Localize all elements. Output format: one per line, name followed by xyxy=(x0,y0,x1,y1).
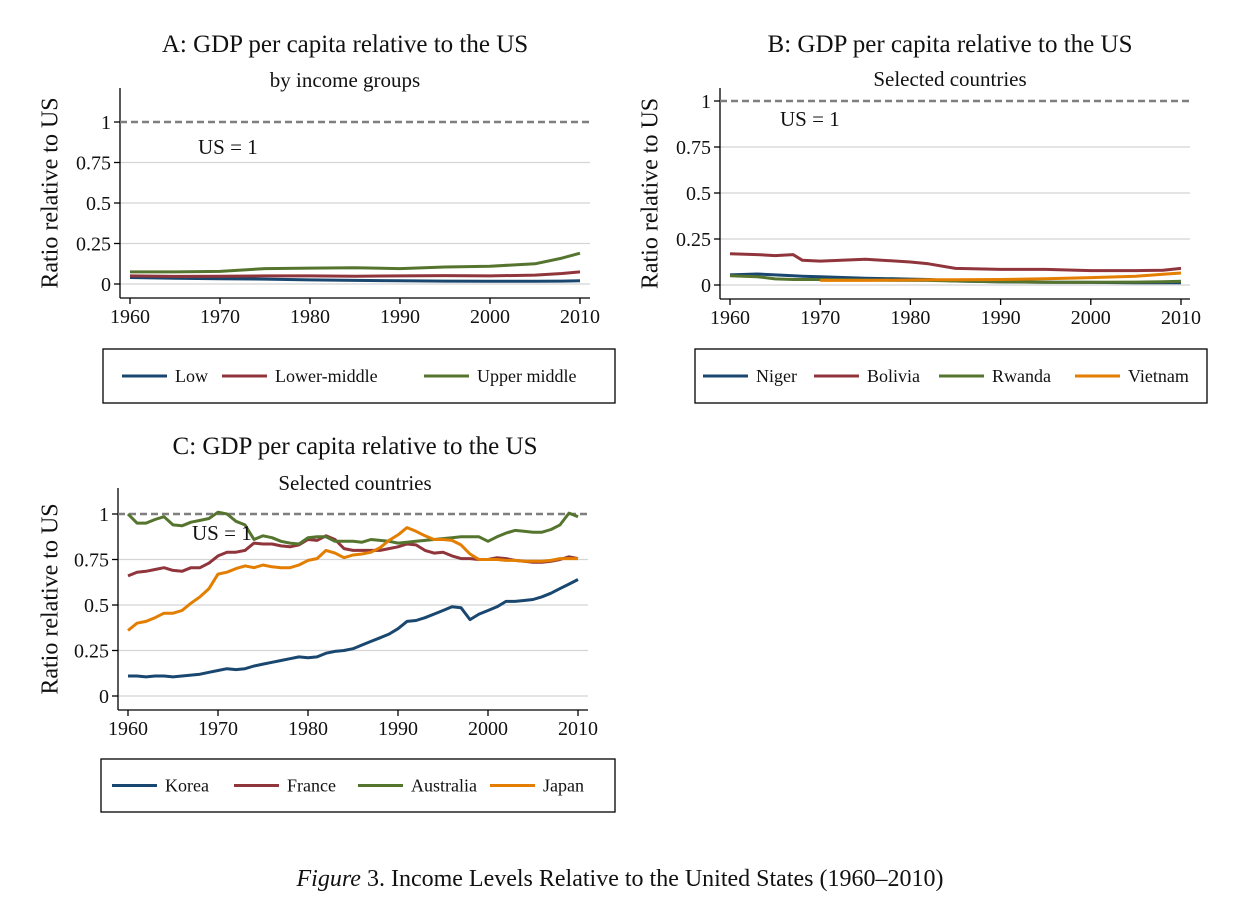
y-tick-label: 0 xyxy=(99,686,109,708)
x-tick-label: 1980 xyxy=(288,718,328,740)
us-reference-label: US = 1 xyxy=(192,521,252,545)
y-axis-label: Ratio relative to US xyxy=(38,97,64,288)
y-tick-label: 0.25 xyxy=(74,641,109,663)
legend: Korea France Australia Japan xyxy=(100,758,616,813)
series-line-france xyxy=(127,534,579,578)
series-line-low xyxy=(129,276,581,283)
chart-title: B: GDP per capita relative to the US xyxy=(768,31,1133,58)
legend-label: Vietnam xyxy=(1128,366,1189,386)
y-tick-label: 0.5 xyxy=(86,193,111,215)
caption-text: 3. Income Levels Relative to the United … xyxy=(361,866,944,892)
y-tick-label: 0.25 xyxy=(676,229,711,251)
x-tick-label: 2000 xyxy=(468,718,508,740)
x-tick-label: 1990 xyxy=(981,307,1021,329)
y-axis-label: Ratio relative to US xyxy=(638,98,664,289)
x-tick-label: 1960 xyxy=(110,306,150,328)
x-tick-label: 1960 xyxy=(710,307,750,329)
figure-caption: Figure 3. Income Levels Relative to the … xyxy=(296,866,944,892)
panel-c: C: GDP per capita relative to the US Sele… xyxy=(38,433,616,813)
series-line-lower-middle xyxy=(129,270,581,278)
caption-italic: Figure xyxy=(296,866,362,892)
y-tick-label: 1 xyxy=(99,504,109,526)
us-reference-label: US = 1 xyxy=(780,107,840,131)
panel-a: A: GDP per capita relative to the US by i… xyxy=(38,31,616,404)
legend-box xyxy=(102,348,616,404)
legend-label: Lower-middle xyxy=(275,366,378,386)
chart-subtitle: Selected countries xyxy=(873,67,1026,91)
x-tick-label: 2010 xyxy=(1161,307,1201,329)
x-tick-label: 1970 xyxy=(800,307,840,329)
series-line-vietnam xyxy=(820,271,1182,282)
y-tick-label: 1 xyxy=(101,112,111,134)
y-tick-label: 0.75 xyxy=(74,550,109,572)
y-tick-label: 0 xyxy=(701,275,711,297)
chart-subtitle: by income groups xyxy=(270,68,420,92)
x-tick-label: 2000 xyxy=(1071,307,1111,329)
legend-label: Japan xyxy=(543,776,584,796)
y-tick-label: 1 xyxy=(701,91,711,113)
series-line-korea xyxy=(128,578,579,679)
x-tick-label: 1960 xyxy=(108,718,148,740)
y-axis-label: Ratio relative to US xyxy=(38,503,64,694)
x-tick-label: 1980 xyxy=(290,306,330,328)
chart-title: A: GDP per capita relative to the US xyxy=(162,31,528,58)
legend: Niger Bolivia Rwanda Vietnam xyxy=(694,348,1208,404)
y-tick-label: 0.75 xyxy=(76,153,111,175)
x-tick-label: 2000 xyxy=(470,306,510,328)
x-tick-label: 1970 xyxy=(200,306,240,328)
series-line-australia xyxy=(126,510,579,546)
y-tick-label: 0.5 xyxy=(84,595,109,617)
us-reference-label: US = 1 xyxy=(198,135,258,159)
legend-label: Korea xyxy=(165,776,209,796)
legend-label: Upper middle xyxy=(477,366,576,386)
x-tick-label: 1990 xyxy=(378,718,418,740)
legend-label: Australia xyxy=(411,776,477,796)
y-tick-label: 0 xyxy=(101,274,111,296)
x-tick-label: 1970 xyxy=(198,718,238,740)
y-tick-label: 0.75 xyxy=(676,137,711,159)
y-tick-label: 0.5 xyxy=(686,183,711,205)
legend: Low Lower-middle Upper middle xyxy=(102,348,616,404)
series-line-japan xyxy=(127,526,578,632)
legend-label: Low xyxy=(175,366,208,386)
y-tick-label: 0.25 xyxy=(76,234,111,256)
x-tick-label: 2010 xyxy=(558,718,598,740)
legend-label: Niger xyxy=(756,366,797,386)
series-line-upper-middle xyxy=(130,251,581,274)
series-line-bolivia xyxy=(729,252,1182,273)
chart-title: C: GDP per capita relative to the US xyxy=(173,433,538,460)
panel-b: B: GDP per capita relative to the US Sele… xyxy=(638,31,1208,404)
legend-label: Rwanda xyxy=(992,366,1051,386)
x-tick-label: 2010 xyxy=(560,306,600,328)
legend-label: Bolivia xyxy=(867,366,920,386)
chart-subtitle: Selected countries xyxy=(278,471,431,495)
x-tick-label: 1980 xyxy=(890,307,930,329)
legend-label: France xyxy=(287,776,336,796)
x-tick-label: 1990 xyxy=(380,306,420,328)
